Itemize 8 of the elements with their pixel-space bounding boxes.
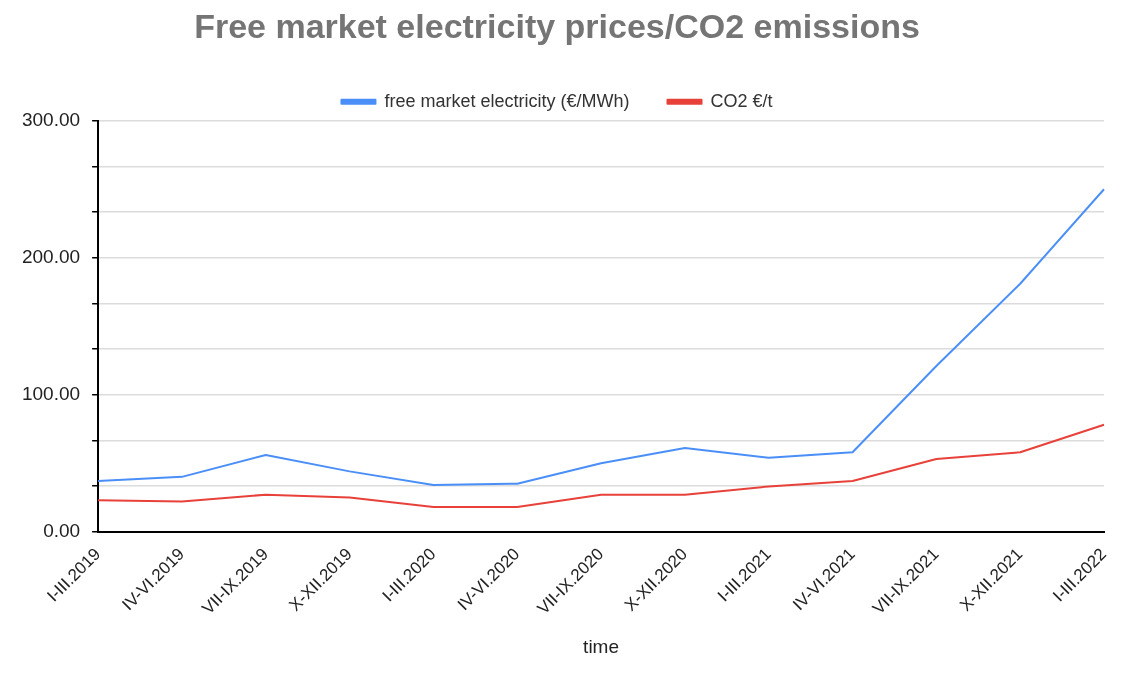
y-tick-label: 100.00 <box>21 382 81 404</box>
y-tick-label: 200.00 <box>21 245 81 267</box>
legend-label: CO2 €/t <box>710 90 773 111</box>
y-tick-label: 300.00 <box>21 109 81 131</box>
legend-label: free market electricity (€/MWh) <box>384 90 630 111</box>
chart-title: Free market electricity prices/CO2 emissions <box>194 6 920 45</box>
x-axis-title: time <box>583 635 620 657</box>
y-tick-label: 0.00 <box>43 519 81 541</box>
